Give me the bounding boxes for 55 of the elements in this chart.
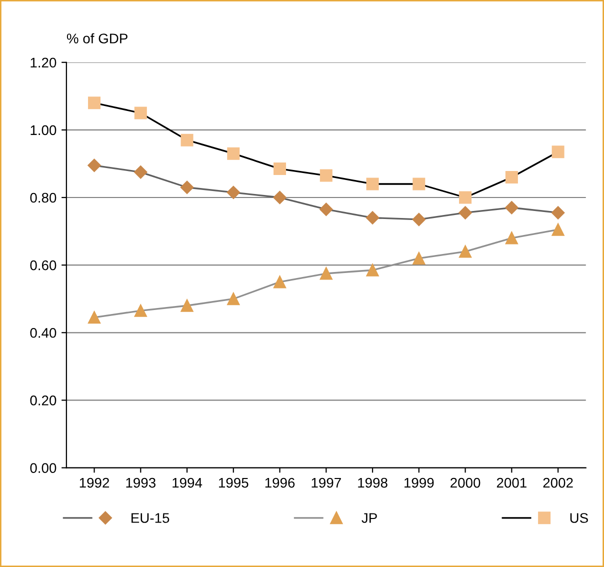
point (134, 106, 147, 120)
point (458, 206, 472, 220)
point (459, 191, 472, 204)
point (459, 245, 472, 258)
point (412, 178, 426, 190)
point (180, 299, 194, 312)
y-tick-label: 0.40 (30, 328, 56, 338)
point (180, 180, 194, 194)
point (88, 96, 101, 110)
point (505, 232, 518, 244)
point (366, 178, 379, 190)
x-tick-label: 2002 (543, 478, 573, 488)
point (505, 170, 518, 184)
x-tick-label: 1995 (219, 478, 248, 488)
point (227, 147, 240, 160)
point (552, 146, 564, 158)
y-axis-title: % of GDP (66, 33, 128, 44)
y-tick-label: 0.20 (30, 396, 56, 406)
point (226, 186, 240, 200)
point (320, 267, 332, 280)
x-tick-label: 2000 (450, 478, 480, 488)
point (134, 304, 147, 317)
point (320, 202, 333, 216)
y-tick-label: 1.20 (30, 58, 56, 68)
x-tick-label: 1997 (312, 478, 341, 488)
point (134, 166, 148, 179)
x-tick-label: 1998 (358, 478, 388, 488)
point (320, 169, 332, 182)
y-tick-label: 1.00 (30, 125, 56, 136)
point (274, 162, 286, 176)
x-tick-label: 1992 (80, 478, 110, 488)
point (88, 311, 101, 324)
x-tick-label: 2001 (496, 478, 526, 488)
legend-label: US (570, 513, 588, 523)
point (552, 223, 564, 236)
y-tick-label: 0.00 (30, 463, 56, 473)
point (274, 276, 286, 288)
point (180, 134, 194, 146)
x-tick-label: 1993 (126, 478, 156, 488)
point (227, 292, 240, 306)
point (412, 212, 426, 226)
point (505, 201, 518, 214)
point (366, 264, 379, 276)
legend-label: EU-15 (132, 513, 170, 523)
point (366, 211, 380, 224)
y-tick-label: 0.60 (30, 260, 56, 270)
point (412, 252, 426, 265)
point (88, 158, 101, 172)
x-tick-label: 1996 (265, 478, 295, 488)
point (551, 206, 565, 220)
x-tick-label: 1999 (404, 478, 434, 488)
y-tick-label: 0.80 (30, 192, 56, 203)
x-tick-label: 1994 (172, 478, 202, 488)
legend-label: JP (362, 513, 377, 523)
point (273, 190, 286, 204)
